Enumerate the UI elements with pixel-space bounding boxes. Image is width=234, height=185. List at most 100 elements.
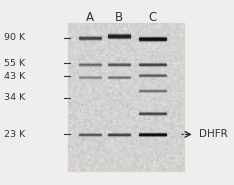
Bar bbox=[139, 40, 166, 41]
Bar bbox=[79, 134, 102, 135]
Bar bbox=[139, 131, 166, 132]
Bar bbox=[108, 62, 130, 63]
Bar bbox=[139, 132, 166, 133]
Bar bbox=[139, 88, 166, 89]
Bar bbox=[139, 133, 166, 134]
Bar bbox=[108, 65, 130, 66]
Bar bbox=[108, 32, 130, 33]
Bar bbox=[108, 39, 130, 40]
Bar bbox=[139, 136, 166, 137]
Bar bbox=[139, 90, 166, 91]
Bar bbox=[139, 77, 166, 78]
Bar bbox=[139, 112, 166, 113]
Bar bbox=[108, 63, 130, 64]
Bar bbox=[108, 31, 130, 32]
Bar bbox=[79, 79, 102, 80]
Bar bbox=[139, 135, 166, 136]
Bar bbox=[139, 66, 166, 67]
Bar bbox=[79, 136, 102, 137]
Bar bbox=[79, 77, 102, 78]
Bar bbox=[79, 65, 102, 66]
Bar bbox=[108, 64, 130, 65]
Bar bbox=[139, 74, 166, 75]
Text: 90 K: 90 K bbox=[4, 33, 25, 42]
Bar bbox=[79, 75, 102, 76]
Bar bbox=[108, 66, 130, 67]
Bar bbox=[108, 134, 130, 135]
Bar bbox=[139, 36, 166, 37]
Bar bbox=[108, 33, 130, 34]
Bar bbox=[139, 67, 166, 68]
Bar bbox=[79, 67, 102, 68]
Bar bbox=[139, 61, 166, 62]
Text: C: C bbox=[149, 11, 157, 24]
Bar bbox=[139, 115, 166, 116]
Bar bbox=[139, 37, 166, 38]
Bar bbox=[139, 39, 166, 40]
Bar bbox=[108, 136, 130, 137]
Bar bbox=[79, 135, 102, 136]
Bar bbox=[139, 75, 166, 76]
Bar bbox=[139, 63, 166, 64]
Bar bbox=[108, 76, 130, 77]
Text: A: A bbox=[86, 11, 94, 24]
Bar bbox=[79, 62, 102, 63]
Bar bbox=[139, 92, 166, 93]
Bar bbox=[139, 76, 166, 77]
Bar bbox=[139, 38, 166, 39]
Bar bbox=[108, 41, 130, 42]
Bar bbox=[139, 110, 166, 111]
Bar bbox=[139, 42, 166, 43]
Bar bbox=[79, 36, 102, 37]
Bar bbox=[108, 38, 130, 39]
Bar bbox=[139, 111, 166, 112]
Bar bbox=[108, 78, 130, 79]
Bar bbox=[79, 74, 102, 75]
Bar bbox=[108, 37, 130, 38]
Bar bbox=[79, 40, 102, 41]
Bar bbox=[139, 43, 166, 44]
Bar bbox=[79, 66, 102, 67]
Text: 34 K: 34 K bbox=[4, 93, 25, 102]
Bar bbox=[108, 34, 130, 35]
Bar bbox=[139, 134, 166, 135]
Bar bbox=[79, 37, 102, 38]
Bar bbox=[139, 91, 166, 92]
Bar bbox=[108, 61, 130, 62]
Bar bbox=[79, 38, 102, 39]
Bar bbox=[79, 64, 102, 65]
Bar bbox=[108, 75, 130, 76]
Bar bbox=[79, 63, 102, 64]
Bar bbox=[108, 36, 130, 37]
Bar bbox=[79, 35, 102, 36]
Bar bbox=[108, 35, 130, 36]
Bar bbox=[139, 89, 166, 90]
Text: 43 K: 43 K bbox=[4, 72, 25, 81]
Bar bbox=[108, 135, 130, 136]
Bar bbox=[139, 41, 166, 42]
Bar bbox=[79, 76, 102, 77]
Bar bbox=[108, 30, 130, 31]
Bar bbox=[139, 113, 166, 114]
Bar bbox=[139, 114, 166, 115]
Bar bbox=[139, 73, 166, 74]
Bar bbox=[139, 62, 166, 63]
Bar bbox=[139, 137, 166, 138]
Bar bbox=[108, 74, 130, 75]
Bar bbox=[108, 132, 130, 133]
Bar bbox=[68, 23, 184, 171]
Bar bbox=[139, 116, 166, 117]
Bar bbox=[139, 35, 166, 36]
Bar bbox=[139, 64, 166, 65]
Text: 23 K: 23 K bbox=[4, 130, 25, 139]
Bar bbox=[79, 39, 102, 40]
Bar bbox=[79, 132, 102, 133]
Bar bbox=[79, 78, 102, 79]
Bar bbox=[79, 34, 102, 35]
Bar bbox=[139, 65, 166, 66]
Bar bbox=[139, 34, 166, 35]
Bar bbox=[108, 77, 130, 78]
Bar bbox=[79, 41, 102, 42]
Bar bbox=[79, 61, 102, 62]
Text: DHFR: DHFR bbox=[199, 130, 228, 139]
